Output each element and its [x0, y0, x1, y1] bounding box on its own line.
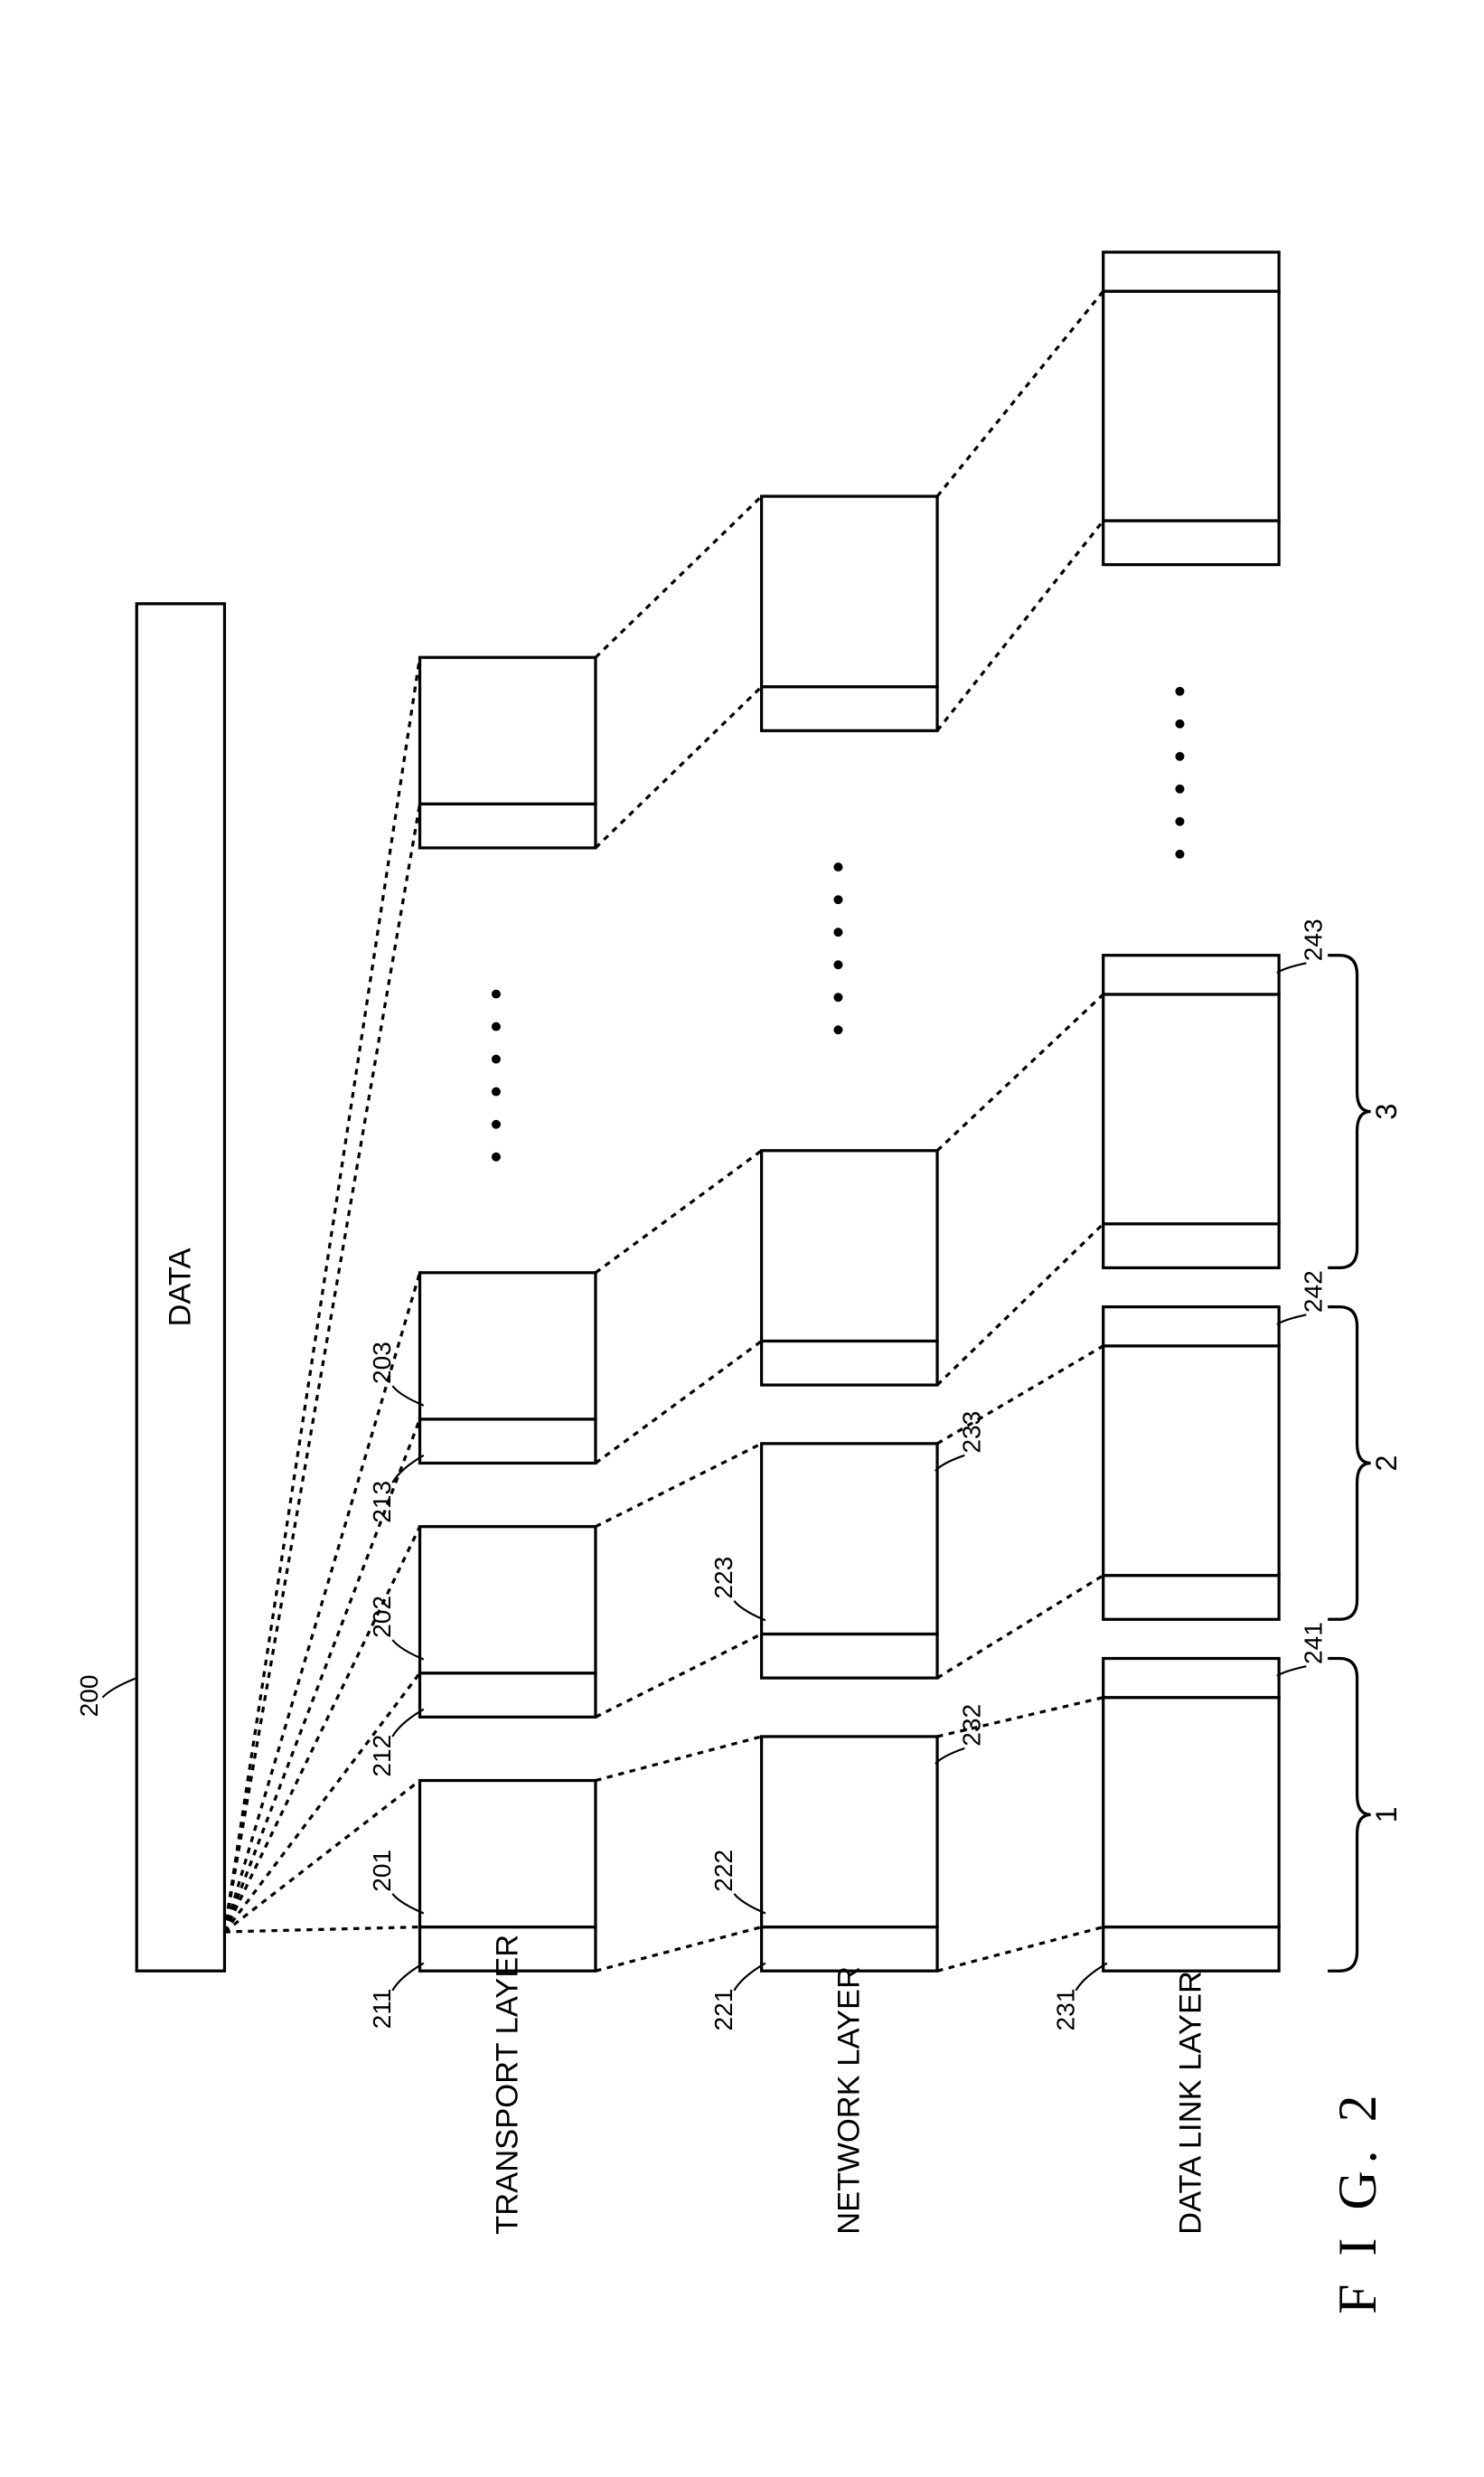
- svg-text:211: 211: [368, 1989, 396, 2030]
- svg-text:223: 223: [709, 1557, 737, 1599]
- svg-text:201: 201: [368, 1850, 396, 1892]
- svg-text:3: 3: [1370, 1104, 1403, 1120]
- svg-text:DATA: DATA: [164, 1248, 198, 1327]
- svg-text:TRANSPORT LAYER: TRANSPORT LAYER: [491, 1935, 525, 2235]
- svg-text:• • • • • •: • • • • • •: [820, 855, 857, 1035]
- svg-text:231: 231: [1051, 1989, 1079, 2031]
- svg-text:200: 200: [75, 1674, 103, 1717]
- figure-2: DATA200211201212202213203• • • • • •2212…: [0, 0, 1484, 2477]
- svg-text:203: 203: [368, 1342, 396, 1384]
- svg-text:241: 241: [1300, 1622, 1328, 1664]
- svg-text:202: 202: [368, 1596, 396, 1638]
- svg-text:232: 232: [958, 1704, 986, 1747]
- svg-text:1: 1: [1370, 1806, 1403, 1822]
- svg-text:243: 243: [1300, 918, 1328, 961]
- figure-caption: F I G. 2: [1328, 2087, 1387, 2314]
- svg-text:221: 221: [709, 1989, 737, 2031]
- svg-text:DATA LINK LAYER: DATA LINK LAYER: [1174, 1971, 1208, 2235]
- svg-text:213: 213: [368, 1481, 396, 1523]
- svg-text:• • • • • •: • • • • • •: [1161, 680, 1198, 860]
- svg-text:242: 242: [1300, 1270, 1328, 1313]
- svg-text:NETWORK LAYER: NETWORK LAYER: [832, 1966, 867, 2235]
- svg-text:212: 212: [368, 1735, 396, 1777]
- svg-text:222: 222: [709, 1850, 737, 1892]
- svg-text:• • • • • •: • • • • • •: [478, 983, 515, 1163]
- svg-text:2: 2: [1370, 1455, 1403, 1471]
